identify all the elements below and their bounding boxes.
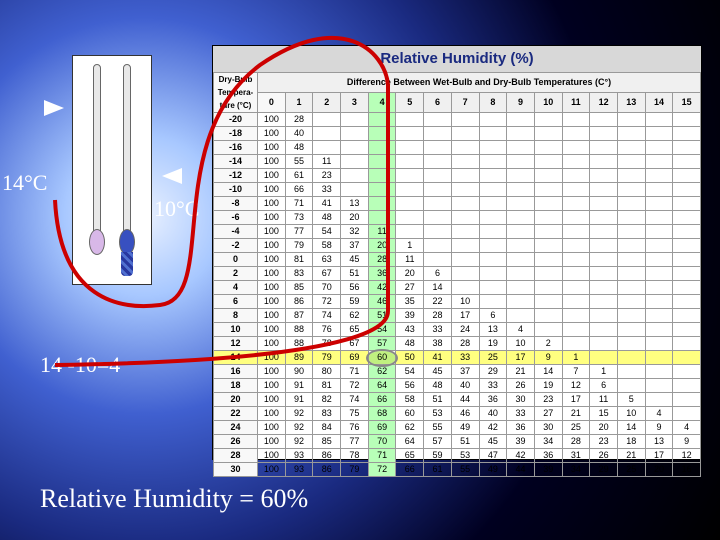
table-row: -410077543211 bbox=[214, 225, 701, 239]
col-header-15: 15 bbox=[673, 93, 701, 113]
col-header-12: 12 bbox=[590, 93, 618, 113]
table-row: 121008878675748382819102 bbox=[214, 337, 701, 351]
table-row: 8100877462513928176 bbox=[214, 309, 701, 323]
dry-temp-label: 14°C bbox=[2, 170, 47, 196]
table-title: Relative Humidity (%) bbox=[213, 46, 701, 72]
table-row: 161009080716254453729211471 bbox=[214, 365, 701, 379]
header-diff: Difference Between Wet-Bulb and Dry-Bulb… bbox=[258, 73, 701, 93]
col-header-4: 4 bbox=[368, 93, 396, 113]
col-header-8: 8 bbox=[479, 93, 507, 113]
col-header-5: 5 bbox=[396, 93, 424, 113]
table-row: 30100938679726661554944393429252016 bbox=[214, 463, 701, 477]
result-label: Relative Humidity = 60% bbox=[40, 484, 308, 514]
humidity-table: Dry-Bulb Tempera-ture (°C) Difference Be… bbox=[213, 72, 701, 477]
col-header-2: 2 bbox=[313, 93, 341, 113]
table-row: -2100795837201 bbox=[214, 239, 701, 253]
col-header-6: 6 bbox=[424, 93, 452, 113]
table-row: -6100734820 bbox=[214, 211, 701, 225]
table-row: 4100857056422714 bbox=[214, 281, 701, 295]
table-row: 241009284766962554942363025201494 bbox=[214, 421, 701, 435]
col-header-14: 14 bbox=[645, 93, 673, 113]
col-header-1: 1 bbox=[285, 93, 313, 113]
table-row: -1810040 bbox=[214, 127, 701, 141]
wet-temp-label: 10°C bbox=[154, 196, 199, 222]
table-row: 1410089796960504133251791 bbox=[214, 351, 701, 365]
dry-bulb-thermometer bbox=[89, 64, 105, 269]
table-row: -8100714113 bbox=[214, 197, 701, 211]
table-row: -121006123 bbox=[214, 169, 701, 183]
col-header-13: 13 bbox=[617, 93, 645, 113]
header-dry-bulb: Dry-Bulb Tempera-ture (°C) bbox=[214, 73, 258, 113]
table-row: 1810091817264564840332619126 bbox=[214, 379, 701, 393]
humidity-table-box: Relative Humidity (%) Dry-Bulb Tempera-t… bbox=[212, 45, 702, 460]
table-row: 201009182746658514436302317115 bbox=[214, 393, 701, 407]
psychrometer bbox=[72, 55, 152, 285]
arrow-dry-icon bbox=[44, 100, 64, 116]
col-header-0: 0 bbox=[258, 93, 286, 113]
table-row: -101006633 bbox=[214, 183, 701, 197]
wet-bulb-thermometer bbox=[119, 64, 135, 269]
col-header-3: 3 bbox=[341, 93, 369, 113]
table-row: -1610048 bbox=[214, 141, 701, 155]
table-row: 01008163452811 bbox=[214, 253, 701, 267]
table-row: 1010088766554433324134 bbox=[214, 323, 701, 337]
table-row: 610086725946352210 bbox=[214, 295, 701, 309]
table-row: 28100938678716559534742363126211712 bbox=[214, 449, 701, 463]
table-row: 2610092857770645751453934282318139 bbox=[214, 435, 701, 449]
table-row: 210083675136206 bbox=[214, 267, 701, 281]
table-row: 22100928375686053464033272115104 bbox=[214, 407, 701, 421]
table-row: -141005511 bbox=[214, 155, 701, 169]
equation-label: 14 -10=4 bbox=[40, 352, 120, 378]
table-row: -2010028 bbox=[214, 113, 701, 127]
arrow-wet-icon bbox=[162, 168, 182, 184]
col-header-9: 9 bbox=[507, 93, 535, 113]
col-header-7: 7 bbox=[451, 93, 479, 113]
col-header-11: 11 bbox=[562, 93, 590, 113]
col-header-10: 10 bbox=[534, 93, 562, 113]
